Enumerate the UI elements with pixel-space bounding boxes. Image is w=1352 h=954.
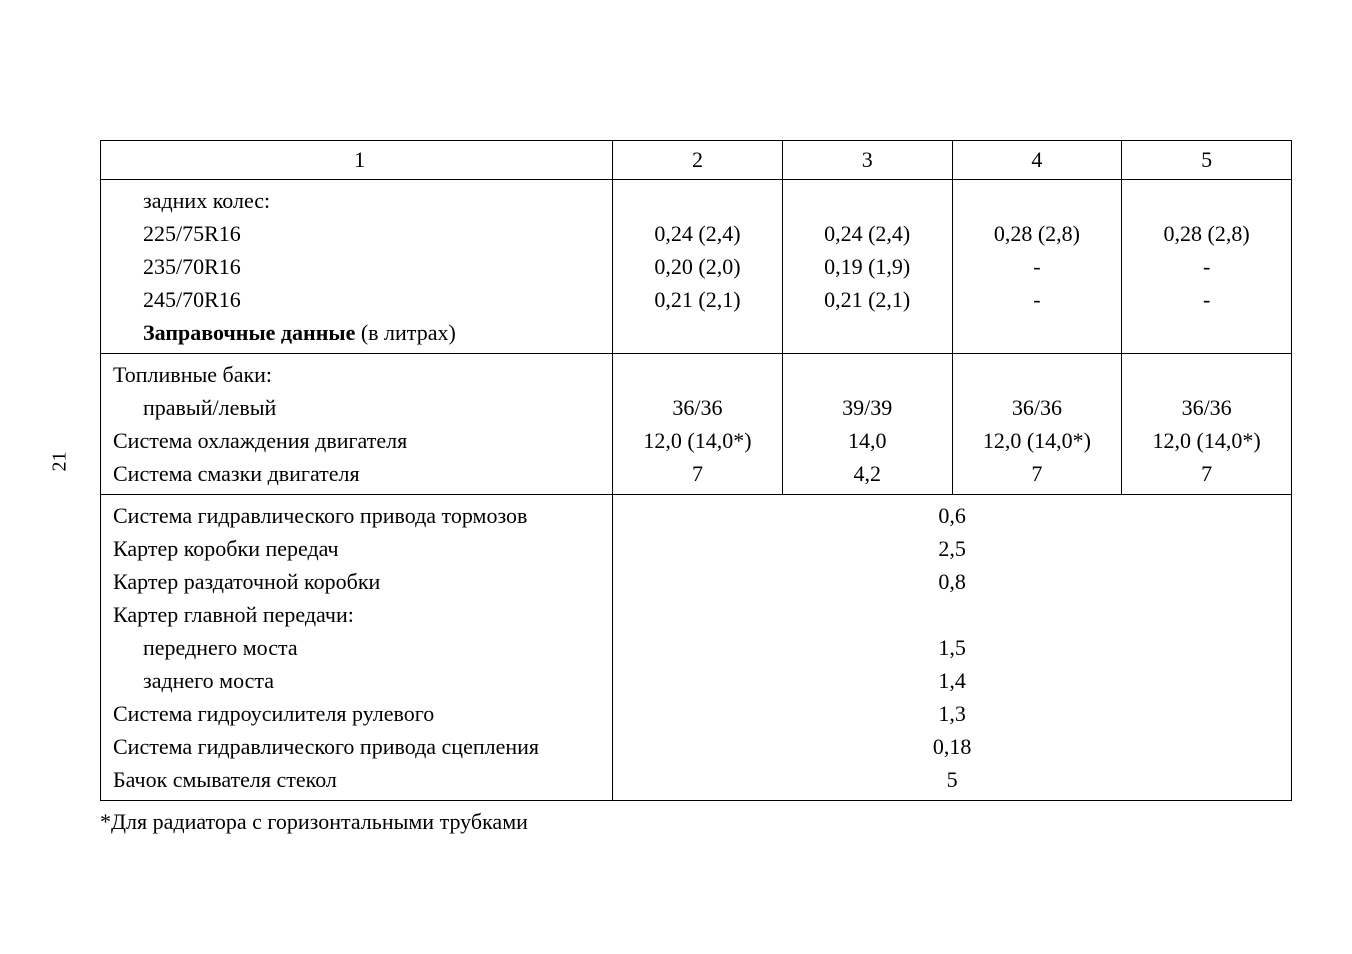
rear-245-label: 245/70R16 xyxy=(113,283,604,316)
lub-c3: 4,2 xyxy=(853,461,881,486)
fuel-block-c5: 36/36 12,0 (14,0*) 7 xyxy=(1122,354,1292,495)
header-col5: 5 xyxy=(1122,141,1292,180)
spacer xyxy=(1034,188,1040,213)
rear-225-label: 225/75R16 xyxy=(113,217,604,250)
spacer xyxy=(1034,362,1040,387)
rear-235-c5: - xyxy=(1203,254,1210,279)
rear-col4: 0,28 (2,8) - - xyxy=(952,180,1122,354)
fuel-block-labels: Топливные баки: правый/левый Система охл… xyxy=(101,354,613,495)
cooling-c4: 12,0 (14,0*) xyxy=(983,428,1091,453)
fuel-c5: 36/36 xyxy=(1182,395,1232,420)
page-wrapper: 21 1 2 3 4 5 задних колес: 225/75R16 235… xyxy=(60,140,1252,835)
merged-labels: Система гидравлического привода тормозов… xyxy=(101,495,613,801)
fuel-cooling-lub-row: Топливные баки: правый/левый Система охл… xyxy=(101,354,1292,495)
hydraulic-brakes-value: 0,6 xyxy=(938,503,966,528)
rear-wheels-labels: задних колес: 225/75R16 235/70R16 245/70… xyxy=(101,180,613,354)
spacer xyxy=(695,362,701,387)
spacer xyxy=(1204,362,1210,387)
rear-wheels-title: задних колес: xyxy=(113,184,604,217)
lub-c4: 7 xyxy=(1031,461,1042,486)
clutch-label: Система гидравлического привода сцеплени… xyxy=(113,734,539,759)
header-col2: 2 xyxy=(613,141,783,180)
rear-wheels-row: задних колес: 225/75R16 235/70R16 245/70… xyxy=(101,180,1292,354)
rear-225-c2: 0,24 (2,4) xyxy=(654,221,740,246)
spacer xyxy=(864,188,870,213)
rear-225-c3: 0,24 (2,4) xyxy=(824,221,910,246)
fuel-block-c4: 36/36 12,0 (14,0*) 7 xyxy=(952,354,1122,495)
fill-header: Заправочные данные (в литрах) xyxy=(113,316,604,349)
rear-235-c4: - xyxy=(1033,254,1040,279)
rear-245-c4: - xyxy=(1033,287,1040,312)
rear-245-c5: - xyxy=(1203,287,1210,312)
rear-235-c3: 0,19 (1,9) xyxy=(824,254,910,279)
cooling-c3: 14,0 xyxy=(848,428,887,453)
washer-label: Бачок смывателя стекол xyxy=(113,767,337,792)
final-front-value: 1,5 xyxy=(938,635,966,660)
merged-values: 0,6 2,5 0,8 1,5 1,4 1,3 0,18 5 xyxy=(613,495,1292,801)
header-col3: 3 xyxy=(782,141,952,180)
power-steering-value: 1,3 xyxy=(938,701,966,726)
hydraulic-brakes-label: Система гидравлического привода тормозов xyxy=(113,503,527,528)
fill-header-bold: Заправочные данные xyxy=(143,320,355,345)
clutch-value: 0,18 xyxy=(933,734,972,759)
rear-col2: 0,24 (2,4) 0,20 (2,0) 0,21 (2,1) xyxy=(613,180,783,354)
fuel-block-c2: 36/36 12,0 (14,0*) 7 xyxy=(613,354,783,495)
cooling-label: Система охлаждения двигателя xyxy=(113,428,407,453)
rear-235-label: 235/70R16 xyxy=(113,250,604,283)
transfer-case-value: 0,8 xyxy=(938,569,966,594)
header-row: 1 2 3 4 5 xyxy=(101,141,1292,180)
spacer xyxy=(695,188,701,213)
cooling-c2: 12,0 (14,0*) xyxy=(643,428,751,453)
gearbox-value: 2,5 xyxy=(938,536,966,561)
final-drive-title: Картер главной передачи: xyxy=(113,602,354,627)
rear-235-c2: 0,20 (2,0) xyxy=(654,254,740,279)
gearbox-label: Картер коробки передач xyxy=(113,536,339,561)
fuel-block-c3: 39/39 14,0 4,2 xyxy=(782,354,952,495)
fill-header-rest: (в литрах) xyxy=(355,320,455,345)
spacer xyxy=(864,362,870,387)
rear-245-c3: 0,21 (2,1) xyxy=(824,287,910,312)
cooling-c5: 12,0 (14,0*) xyxy=(1153,428,1261,453)
fuel-title: Топливные баки: xyxy=(113,362,272,387)
washer-value: 5 xyxy=(947,767,958,792)
data-table: 1 2 3 4 5 задних колес: 225/75R16 235/70… xyxy=(100,140,1292,801)
final-rear-value: 1,4 xyxy=(938,668,966,693)
header-col1: 1 xyxy=(101,141,613,180)
fuel-c3: 39/39 xyxy=(842,395,892,420)
final-front-label: переднего моста xyxy=(113,631,604,664)
rear-225-c5: 0,28 (2,8) xyxy=(1164,221,1250,246)
final-rear-label: заднего моста xyxy=(113,664,604,697)
lub-c2: 7 xyxy=(692,461,703,486)
page-number: 21 xyxy=(49,452,72,472)
fuel-c4: 36/36 xyxy=(1012,395,1062,420)
rear-245-c2: 0,21 (2,1) xyxy=(654,287,740,312)
merged-rows: Система гидравлического привода тормозов… xyxy=(101,495,1292,801)
power-steering-label: Система гидроусилителя рулевого xyxy=(113,701,434,726)
fuel-label: правый/левый xyxy=(113,391,604,424)
spacer xyxy=(1204,188,1210,213)
transfer-case-label: Картер раздаточной коробки xyxy=(113,569,380,594)
footnote: *Для радиатора с горизонтальными трубкам… xyxy=(100,809,1252,835)
spacer xyxy=(949,602,955,627)
fuel-c2: 36/36 xyxy=(672,395,722,420)
rear-225-c4: 0,28 (2,8) xyxy=(994,221,1080,246)
lub-c5: 7 xyxy=(1201,461,1212,486)
rear-col5: 0,28 (2,8) - - xyxy=(1122,180,1292,354)
rear-col3: 0,24 (2,4) 0,19 (1,9) 0,21 (2,1) xyxy=(782,180,952,354)
header-col4: 4 xyxy=(952,141,1122,180)
lubrication-label: Система смазки двигателя xyxy=(113,461,360,486)
